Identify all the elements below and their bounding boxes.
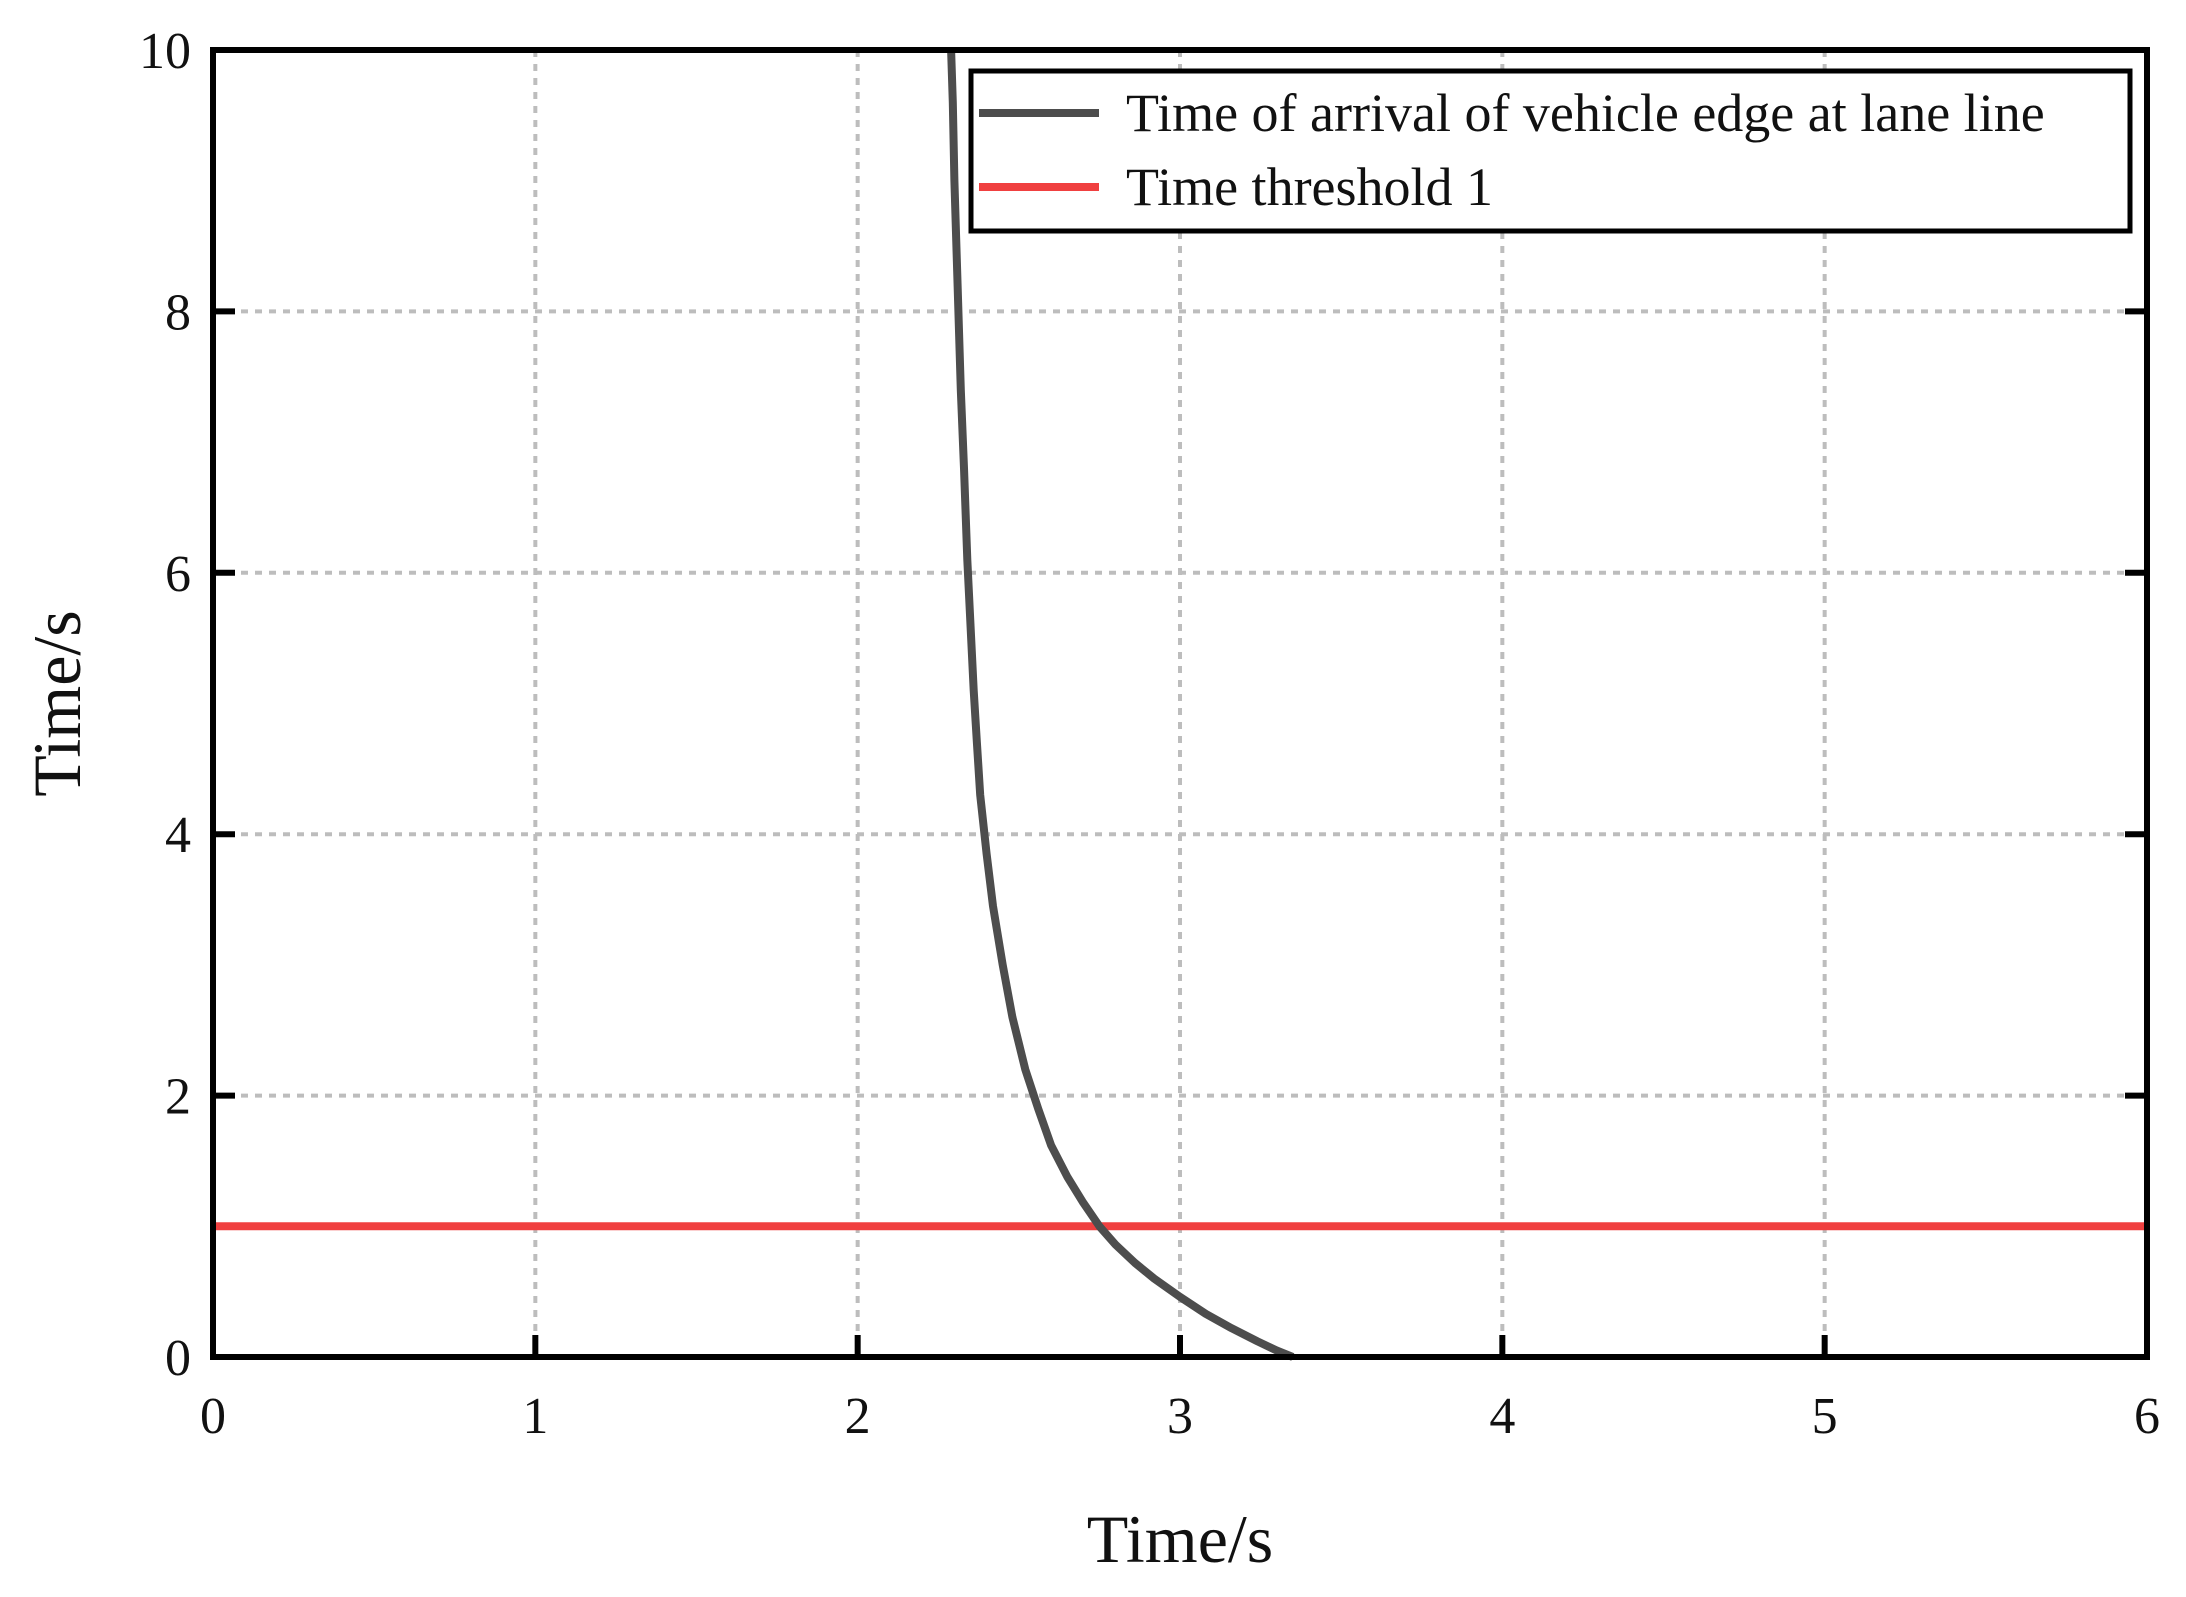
- y-tick-label: 4: [165, 807, 191, 864]
- x-tick-label: 1: [522, 1388, 548, 1445]
- y-tick-label: 10: [139, 23, 191, 80]
- x-tick-label: 2: [845, 1388, 871, 1445]
- legend-box: [968, 68, 2133, 234]
- y-tick-label: 8: [165, 284, 191, 341]
- series-line-0: [947, 49, 1295, 1361]
- y-tick-label: 2: [165, 1069, 191, 1126]
- x-tick-label: 0: [200, 1388, 226, 1445]
- grid-lines: [213, 50, 2147, 1357]
- legend-label: Time of arrival of vehicle edge at lane …: [1126, 83, 2045, 143]
- tick-labels: 0 1 2 3 4 5 6 0 2 4 6 8 10: [139, 23, 2160, 1445]
- legend: Time of arrival of vehicle edge at lane …: [968, 68, 2133, 234]
- y-tick-label: 0: [165, 1330, 191, 1387]
- series-layer: [213, 49, 2147, 1361]
- x-axis-label: Time/s: [1087, 1501, 1273, 1577]
- y-tick-label: 6: [165, 546, 191, 603]
- x-tick-label: 4: [1489, 1388, 1515, 1445]
- legend-label: Time threshold 1: [1126, 157, 1493, 217]
- axis-ticks: [210, 47, 2150, 1360]
- x-tick-label: 6: [2134, 1388, 2160, 1445]
- y-axis-label: Time/s: [19, 610, 95, 796]
- x-tick-label: 5: [1812, 1388, 1838, 1445]
- x-tick-label: 3: [1167, 1388, 1193, 1445]
